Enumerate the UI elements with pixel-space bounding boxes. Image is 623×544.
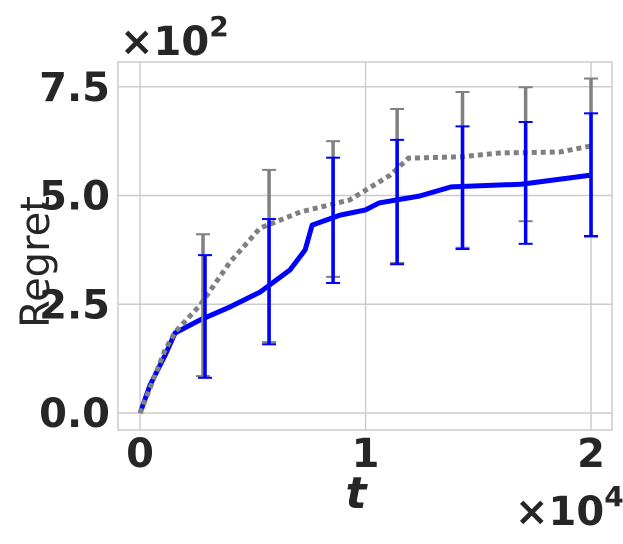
y-tick-label: 2.5 bbox=[39, 282, 110, 328]
x-offset-base: ×10 bbox=[515, 489, 604, 535]
y-axis-label: Regret bbox=[13, 196, 59, 328]
line bbox=[137, 143, 592, 414]
x-offset-exponent: 4 bbox=[604, 480, 623, 513]
y-offset-base: ×10 bbox=[120, 19, 209, 65]
line bbox=[137, 172, 592, 414]
x-tick-label: 1 bbox=[352, 431, 380, 477]
y-tick-label: 0.0 bbox=[39, 391, 110, 437]
y-offset: ×102 bbox=[120, 10, 229, 65]
x-offset: ×104 bbox=[515, 480, 623, 535]
y-offset-exponent: 2 bbox=[209, 10, 228, 43]
y-tick-label: 7.5 bbox=[39, 65, 110, 111]
x-tick-label: 0 bbox=[126, 431, 154, 477]
x-axis-label: t bbox=[345, 468, 368, 519]
x-tick-label: 2 bbox=[577, 431, 605, 477]
y-tick-label: 5.0 bbox=[39, 174, 110, 220]
